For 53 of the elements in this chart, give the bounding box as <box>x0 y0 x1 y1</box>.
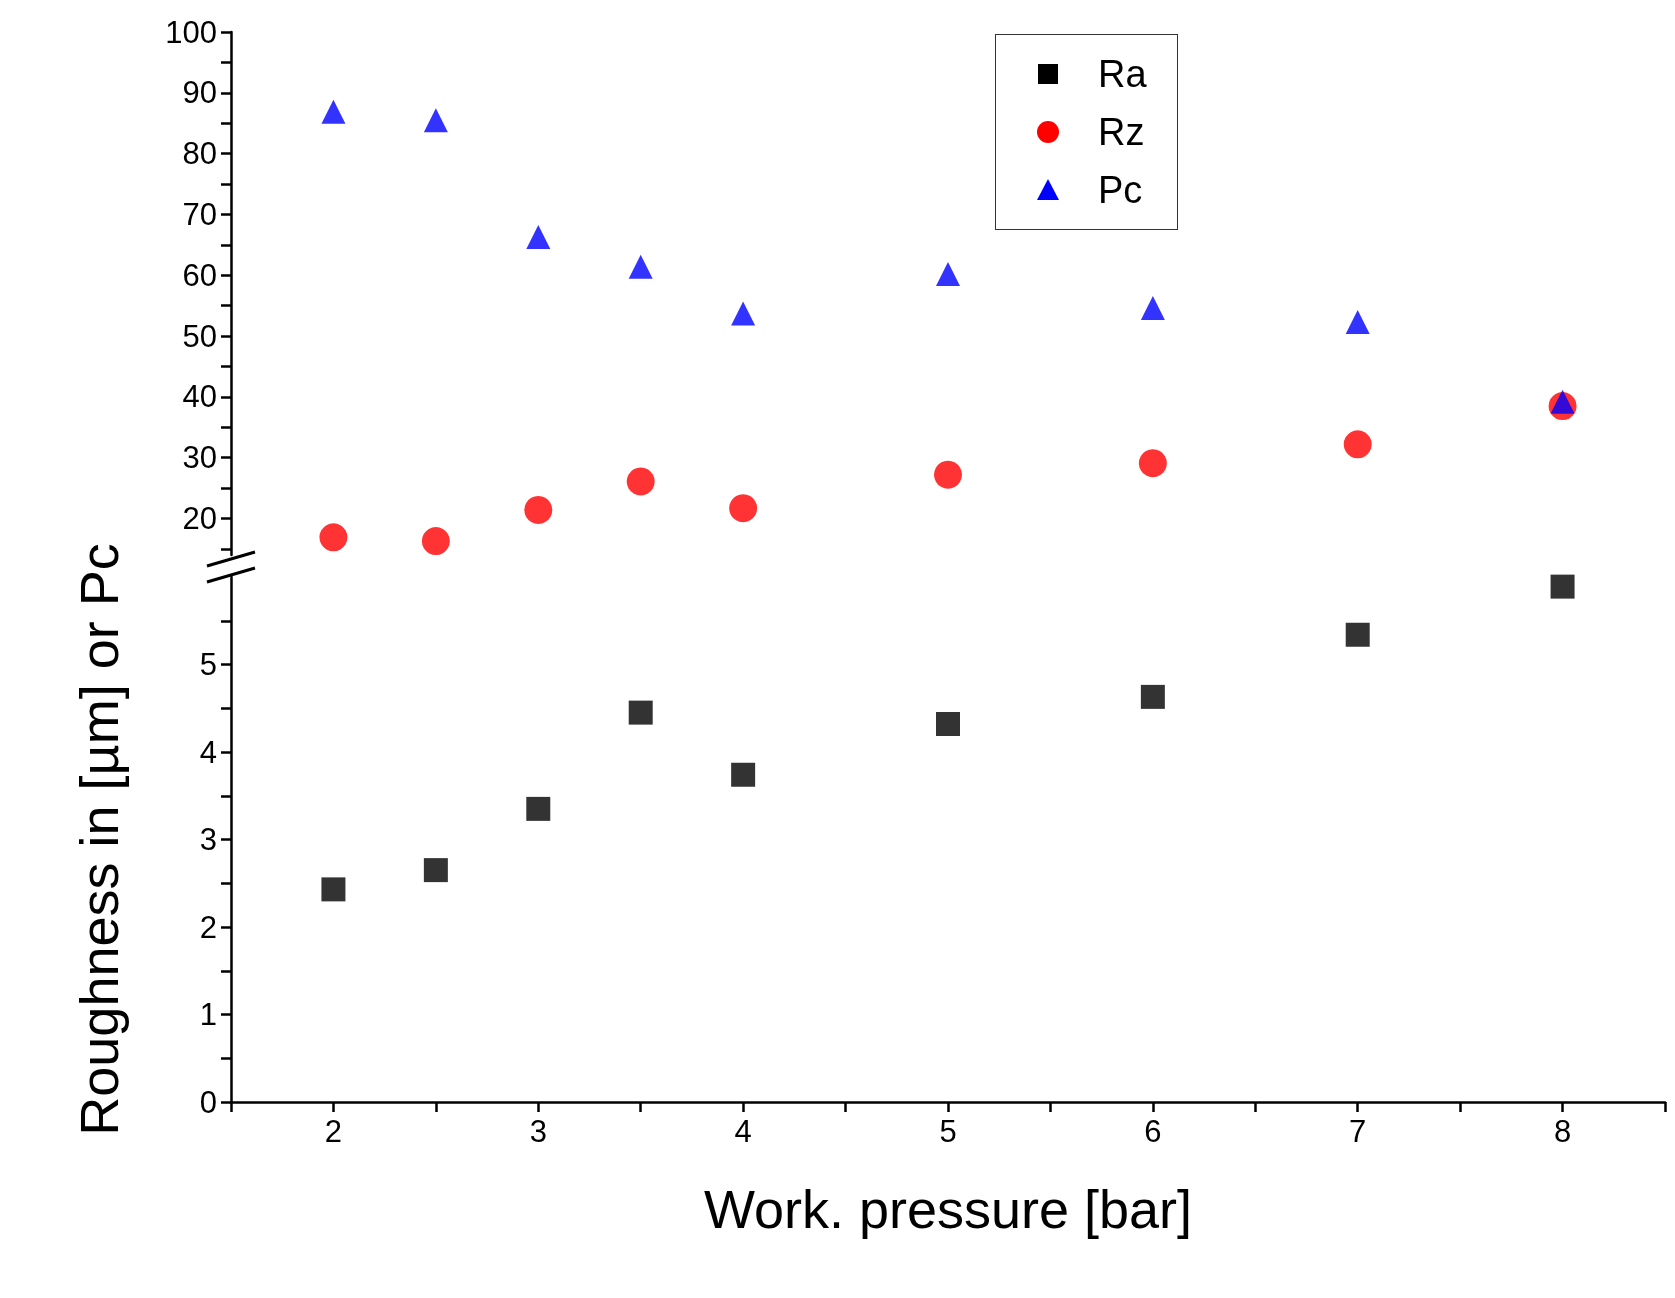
legend-label: Rz <box>1098 110 1145 155</box>
point <box>423 858 448 883</box>
y-tick-label: 40 <box>182 379 217 415</box>
point <box>731 762 756 787</box>
point <box>1343 430 1372 459</box>
x-axis-title: Work. pressure [bar] <box>703 1179 1193 1239</box>
legend-label: Ra <box>1098 52 1147 97</box>
point <box>321 877 346 902</box>
x-tick-label: 6 <box>1144 1114 1162 1149</box>
point <box>526 796 551 821</box>
x-tick-label: 7 <box>1349 1114 1367 1149</box>
x-tick-label: 3 <box>529 1114 547 1149</box>
point <box>1138 449 1167 478</box>
x-tick-label: 2 <box>324 1114 343 1149</box>
y-tick-label: 20 <box>182 501 217 537</box>
point <box>1345 310 1370 335</box>
point <box>319 523 348 552</box>
y-tick-label: 30 <box>182 440 217 476</box>
point <box>1550 389 1575 414</box>
point <box>421 527 450 555</box>
point <box>524 496 553 524</box>
y-tick-label: 3 <box>199 822 217 857</box>
y-tick-label: 4 <box>199 734 217 770</box>
y-tick-label: 100 <box>165 14 217 50</box>
point <box>321 99 346 124</box>
point <box>423 108 448 133</box>
y-axis-title: Roughness in [µm] or Pc <box>69 543 129 1136</box>
point <box>628 700 653 725</box>
y-tick-label: 2 <box>199 909 217 945</box>
point <box>936 262 960 287</box>
point <box>1345 622 1370 647</box>
y-tick-label: 1 <box>199 997 217 1032</box>
point <box>1140 684 1165 709</box>
x-tick-label: 5 <box>939 1114 957 1149</box>
y-tick-label: 60 <box>182 257 217 293</box>
x-tick-label: 8 <box>1553 1114 1572 1149</box>
point <box>934 460 962 489</box>
x-tick-label: 4 <box>734 1114 752 1149</box>
y-tick-label: 50 <box>182 318 217 354</box>
point <box>1550 574 1575 599</box>
point <box>729 494 758 523</box>
point <box>628 254 653 279</box>
y-tick-label: 70 <box>182 196 217 232</box>
y-tick-label: 80 <box>182 136 217 172</box>
legend-label: Pc <box>1098 168 1143 213</box>
y-tick-label: 5 <box>199 647 217 682</box>
y-tick-label: 0 <box>199 1084 217 1120</box>
point <box>1140 296 1165 321</box>
point <box>936 712 960 736</box>
point <box>731 301 756 326</box>
point <box>626 467 655 496</box>
y-tick-label: 90 <box>182 75 217 111</box>
point <box>526 224 551 249</box>
